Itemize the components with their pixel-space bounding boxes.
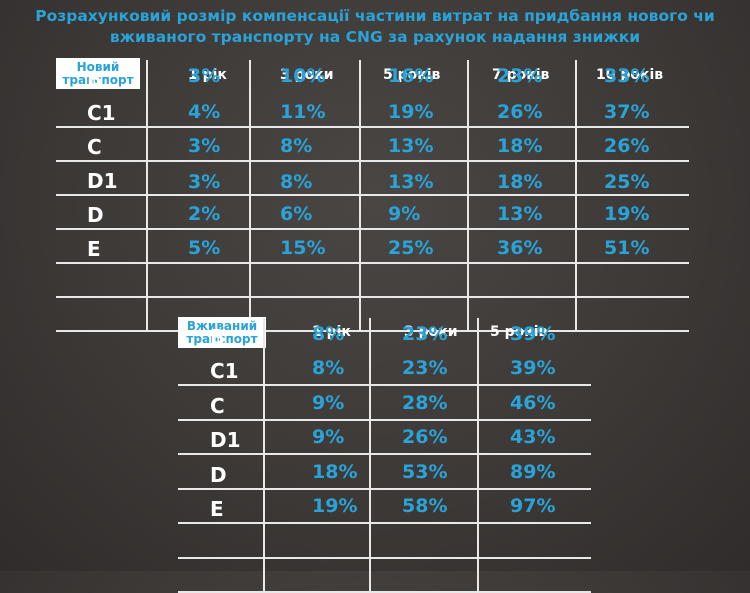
value-cell: 9% bbox=[388, 203, 421, 225]
value-cell: 3% bbox=[188, 171, 221, 193]
value-cell: 19% bbox=[388, 101, 434, 123]
row-divider bbox=[56, 126, 689, 128]
value-cell: 33% bbox=[604, 65, 650, 87]
title-line-2: вживаного транспорту на CNG за рахунок н… bbox=[109, 28, 641, 46]
title-line-1: Розрахунковий розмір компенсації частини… bbox=[35, 7, 715, 25]
column-header: 7 років bbox=[492, 67, 550, 83]
category-label: C bbox=[210, 393, 225, 418]
value-cell: 58% bbox=[402, 495, 448, 517]
row-divider bbox=[178, 418, 591, 421]
value-cell: 37% bbox=[604, 101, 650, 123]
row-divider bbox=[56, 160, 689, 162]
category-label: C bbox=[87, 135, 102, 159]
column-header: 1 рік bbox=[312, 324, 351, 340]
row-divider bbox=[178, 384, 591, 386]
value-cell: 53% bbox=[402, 460, 448, 483]
value-cell: 23% bbox=[402, 357, 448, 379]
value-cell: 25% bbox=[388, 237, 434, 259]
category-label: C1 bbox=[210, 359, 239, 383]
value-cell: 25% bbox=[604, 171, 650, 193]
value-cell: 10% bbox=[280, 65, 326, 87]
column-divider bbox=[575, 60, 577, 330]
row-divider bbox=[56, 228, 689, 230]
new-transport-badge: Новий транспорт bbox=[56, 58, 140, 89]
value-cell: 13% bbox=[388, 135, 434, 157]
column-header: 1 рік bbox=[188, 67, 227, 83]
value-cell: 11% bbox=[280, 101, 326, 123]
value-cell: 8% bbox=[312, 357, 345, 379]
value-cell: 2% bbox=[188, 203, 221, 225]
value-cell: 19% bbox=[604, 203, 650, 225]
value-cell: 19% bbox=[312, 495, 358, 517]
value-cell: 8% bbox=[280, 135, 313, 157]
value-cell: 26% bbox=[402, 426, 448, 448]
row-divider bbox=[178, 453, 591, 455]
value-cell: 16% bbox=[388, 65, 434, 87]
value-cell: 89% bbox=[510, 460, 556, 483]
value-cell: 39% bbox=[510, 322, 556, 345]
row-divider bbox=[178, 522, 591, 524]
used-transport-badge: Вживаний транспорт bbox=[178, 317, 266, 348]
value-cell: 6% bbox=[280, 203, 313, 225]
row-divider bbox=[178, 487, 591, 490]
value-cell: 36% bbox=[497, 237, 543, 259]
category-label: D bbox=[87, 203, 104, 227]
value-cell: 46% bbox=[510, 391, 556, 414]
used-transport-badge-line-2: транспорт bbox=[186, 332, 258, 346]
column-divider bbox=[467, 60, 469, 330]
value-cell: 18% bbox=[312, 460, 358, 483]
category-label: E bbox=[210, 497, 224, 521]
category-label: C1 bbox=[87, 101, 116, 125]
column-divider bbox=[369, 318, 371, 591]
value-cell: 23% bbox=[497, 65, 543, 87]
category-label: E bbox=[87, 237, 101, 261]
value-cell: 26% bbox=[497, 101, 543, 123]
value-cell: 3% bbox=[188, 135, 221, 157]
value-cell: 8% bbox=[312, 322, 345, 345]
row-divider bbox=[56, 296, 689, 298]
value-cell: 28% bbox=[402, 391, 448, 414]
value-cell: 13% bbox=[388, 171, 434, 193]
column-divider bbox=[263, 318, 265, 591]
value-cell: 8% bbox=[280, 171, 313, 193]
column-divider bbox=[249, 60, 251, 330]
column-header: 3 роки bbox=[280, 67, 334, 83]
column-divider bbox=[146, 60, 148, 330]
category-label: B bbox=[210, 324, 226, 349]
value-cell: 15% bbox=[280, 237, 326, 259]
row-divider bbox=[56, 262, 689, 264]
value-cell: 51% bbox=[604, 237, 650, 259]
value-cell: 23% bbox=[402, 322, 448, 345]
value-cell: 9% bbox=[312, 391, 345, 414]
category-label: D1 bbox=[210, 428, 241, 452]
value-cell: 13% bbox=[497, 203, 543, 225]
column-header: 3 роки bbox=[404, 324, 458, 340]
column-header: 5 років bbox=[490, 324, 548, 340]
row-divider bbox=[56, 330, 689, 332]
column-header: 5 років bbox=[383, 67, 441, 83]
value-cell: 43% bbox=[510, 426, 556, 448]
page-title: Розрахунковий розмір компенсації частини… bbox=[0, 6, 750, 48]
value-cell: 26% bbox=[604, 135, 650, 157]
value-cell: 97% bbox=[510, 495, 556, 517]
used-transport-badge-line-1: Вживаний bbox=[186, 319, 258, 333]
value-cell: 18% bbox=[497, 135, 543, 157]
value-cell: 4% bbox=[188, 101, 221, 123]
column-header: 10 років bbox=[596, 67, 664, 83]
column-divider bbox=[359, 60, 361, 330]
category-label: D1 bbox=[87, 169, 118, 193]
row-divider bbox=[178, 556, 591, 559]
new-transport-badge-line-2: транспорт bbox=[62, 73, 134, 87]
value-cell: 5% bbox=[188, 237, 221, 259]
category-label: B bbox=[87, 67, 103, 91]
category-label: D bbox=[210, 462, 227, 487]
value-cell: 18% bbox=[497, 171, 543, 193]
column-divider bbox=[477, 318, 479, 591]
value-cell: 39% bbox=[510, 357, 556, 379]
new-transport-badge-line-1: Новий bbox=[76, 60, 120, 74]
row-divider bbox=[56, 194, 689, 196]
value-cell: 9% bbox=[312, 426, 345, 448]
value-cell: 3% bbox=[188, 65, 221, 87]
